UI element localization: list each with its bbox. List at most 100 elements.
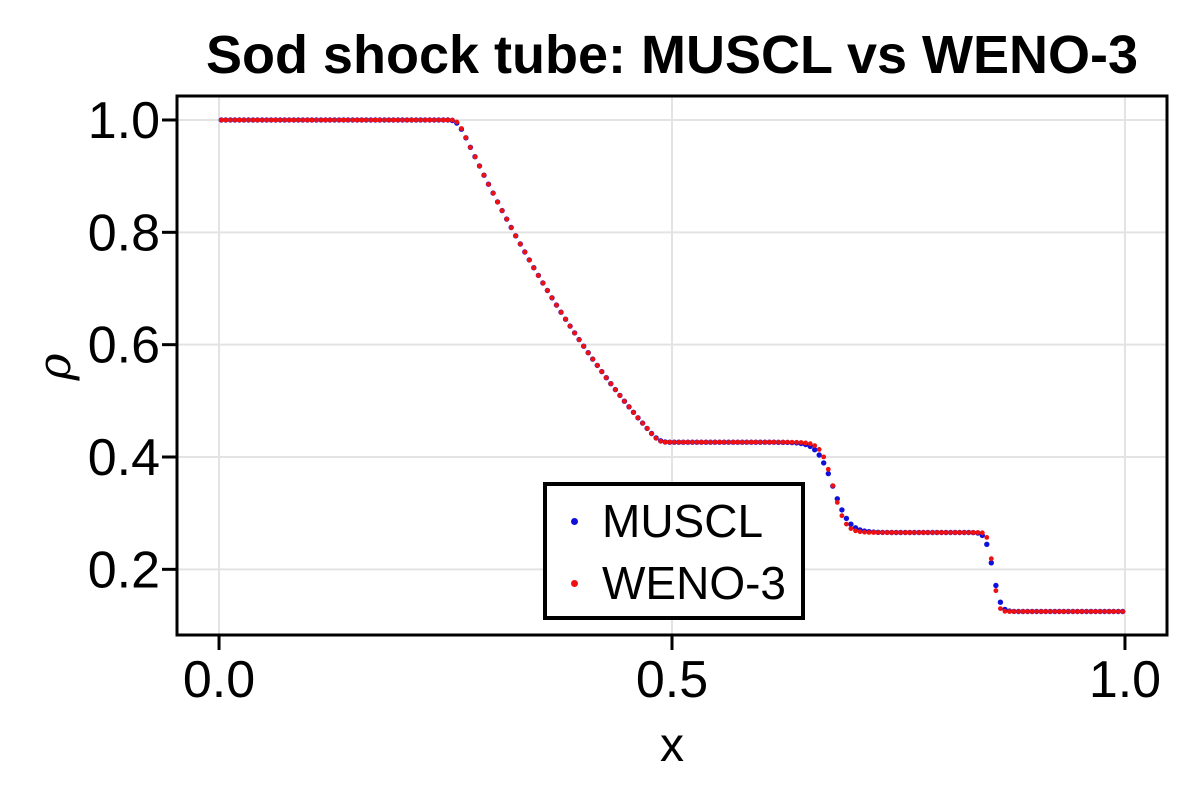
data-point — [1047, 609, 1053, 614]
data-point — [422, 117, 428, 123]
data-point — [431, 117, 437, 123]
data-point — [970, 530, 976, 535]
data-point — [1016, 609, 1021, 614]
data-point — [1111, 609, 1116, 614]
data-point — [323, 117, 328, 123]
data-point — [857, 529, 863, 535]
data-point — [454, 119, 460, 125]
data-point — [436, 117, 442, 123]
data-point — [273, 117, 279, 123]
data-point — [332, 117, 337, 123]
data-point — [939, 530, 944, 535]
data-point — [440, 117, 446, 123]
data-point — [418, 117, 423, 123]
data-point — [526, 257, 532, 263]
x-tick-label: 1.0 — [1089, 651, 1161, 709]
data-point — [880, 530, 885, 535]
data-point — [481, 172, 487, 178]
data-point — [889, 530, 895, 535]
data-point — [395, 117, 401, 123]
data-point — [300, 117, 306, 123]
legend-label-weno: WENO-3 — [602, 557, 786, 609]
data-point — [545, 288, 550, 293]
data-point — [925, 530, 931, 535]
data-point — [508, 225, 514, 231]
data-point — [563, 316, 568, 322]
data-point — [834, 500, 840, 505]
data-point — [268, 117, 274, 123]
data-point — [785, 439, 790, 445]
data-point — [993, 582, 999, 589]
data-point — [748, 439, 754, 445]
data-point — [522, 249, 528, 255]
data-point — [472, 154, 478, 160]
data-point — [504, 216, 510, 222]
data-point — [241, 117, 247, 123]
data-point — [1043, 609, 1049, 614]
data-point — [1070, 609, 1076, 614]
data-point — [536, 273, 541, 278]
data-point — [662, 439, 668, 445]
data-point — [232, 117, 238, 123]
y-tick-label: 1.0 — [88, 92, 160, 150]
data-point — [350, 117, 356, 123]
data-point — [581, 343, 587, 349]
data-point — [853, 528, 858, 534]
data-point — [590, 356, 596, 362]
data-point — [531, 265, 537, 271]
data-point — [1029, 609, 1035, 614]
data-point — [599, 369, 605, 374]
data-point — [1106, 609, 1112, 614]
data-point — [1079, 609, 1085, 614]
data-point — [708, 439, 713, 445]
data-point — [703, 439, 709, 445]
data-point — [1007, 609, 1012, 614]
data-point — [218, 117, 224, 123]
data-point — [993, 588, 999, 594]
data-point — [382, 117, 387, 123]
data-point — [286, 117, 292, 123]
data-point — [1025, 609, 1030, 614]
data-point — [848, 526, 854, 531]
data-point — [540, 280, 546, 286]
data-point — [490, 190, 496, 196]
data-point — [1002, 608, 1008, 614]
data-point — [644, 426, 650, 431]
data-point — [821, 460, 827, 466]
data-point — [1034, 609, 1039, 614]
data-point — [717, 439, 722, 445]
y-tick-label: 0.4 — [88, 429, 160, 487]
data-point — [1120, 609, 1126, 614]
data-point — [477, 163, 482, 169]
data-point — [667, 439, 673, 445]
data-point — [762, 439, 768, 445]
data-point — [391, 117, 396, 123]
data-point — [495, 199, 500, 205]
data-point — [948, 530, 953, 535]
data-point — [988, 556, 994, 562]
chart-title: Sod shock tube: MUSCL vs WENO-3 — [205, 25, 1139, 85]
data-point — [635, 415, 641, 421]
data-point — [721, 439, 727, 445]
data-point — [626, 404, 632, 410]
data-point — [427, 117, 433, 123]
data-point — [386, 117, 392, 123]
data-point — [839, 507, 845, 513]
data-point — [309, 117, 315, 123]
data-point — [862, 529, 867, 535]
data-point — [336, 117, 342, 123]
data-point — [1115, 609, 1121, 614]
data-point — [291, 117, 297, 123]
data-point — [930, 530, 935, 535]
data-point — [603, 375, 609, 381]
data-point — [776, 439, 781, 445]
data-point — [513, 233, 519, 239]
data-point — [803, 440, 808, 446]
data-point — [898, 530, 904, 535]
data-point — [916, 530, 922, 535]
data-point — [449, 117, 455, 123]
data-point — [961, 530, 967, 535]
data-point — [282, 117, 288, 123]
data-point — [921, 530, 926, 535]
